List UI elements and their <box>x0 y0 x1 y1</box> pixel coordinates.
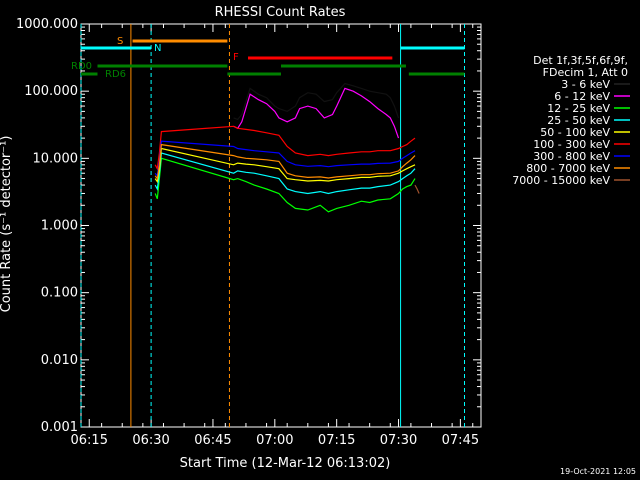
legend-entry: 12 - 25 keV <box>547 102 610 115</box>
y-tick-label: 100.000 <box>24 84 78 99</box>
flag-label-s: S <box>117 36 123 47</box>
x-tick-label: 06:30 <box>132 433 169 448</box>
series-line-7 <box>154 143 416 181</box>
y-axis-label: Count Rate (s⁻¹ detector⁻¹) <box>0 136 14 313</box>
y-tick-label: 0.001 <box>41 420 78 435</box>
series-line-1 <box>233 87 400 139</box>
legend-entry: 50 - 100 keV <box>540 126 610 139</box>
flag-label-rd6: RD6 <box>105 69 126 80</box>
series-line-0 <box>233 82 400 121</box>
footer-date: 19-Oct-2021 12:05 <box>560 467 636 476</box>
series-line-4 <box>154 147 416 184</box>
series-line-6 <box>154 140 416 178</box>
legend-entry: 100 - 300 keV <box>533 138 610 151</box>
legend-entry: 3 - 6 keV <box>561 78 610 91</box>
legend-header: Det 1f,3f,5f,6f,9f, <box>533 54 628 67</box>
y-tick-label: 10.000 <box>33 151 79 166</box>
legend-entry: 25 - 50 keV <box>547 114 610 127</box>
chart-title: RHESSI Count Rates <box>215 5 346 20</box>
series-line-8 <box>414 184 420 194</box>
x-tick-label: 07:30 <box>380 433 417 448</box>
series-line-2 <box>154 157 416 213</box>
x-tick-label: 07:00 <box>256 433 293 448</box>
series-line-5 <box>154 125 416 171</box>
x-axis-label: Start Time (12-Mar-12 06:13:02) <box>180 456 391 471</box>
legend-entry: 7000 - 15000 keV <box>512 174 610 187</box>
x-tick-label: 06:45 <box>194 433 231 448</box>
flag-label-rd0: RD0 <box>71 61 92 72</box>
flag-label-n: N <box>154 43 161 54</box>
x-tick-label: 07:15 <box>318 433 355 448</box>
legend-entry: 800 - 7000 keV <box>526 162 610 175</box>
y-tick-label: 1.000 <box>41 219 78 234</box>
x-tick-label: 07:45 <box>442 433 479 448</box>
y-tick-label: 0.010 <box>41 353 78 368</box>
flag-label-f: F <box>233 52 239 63</box>
x-tick-label: 06:15 <box>71 433 108 448</box>
legend-entry: 6 - 12 keV <box>554 90 610 103</box>
plot-frame <box>80 23 482 428</box>
y-tick-label: 0.100 <box>41 286 78 301</box>
y-tick-label: 1000.000 <box>16 17 78 32</box>
series-line-3 <box>154 152 416 195</box>
legend-header: FDecim 1, Att 0 <box>543 66 628 79</box>
legend-entry: 300 - 800 keV <box>533 150 610 163</box>
